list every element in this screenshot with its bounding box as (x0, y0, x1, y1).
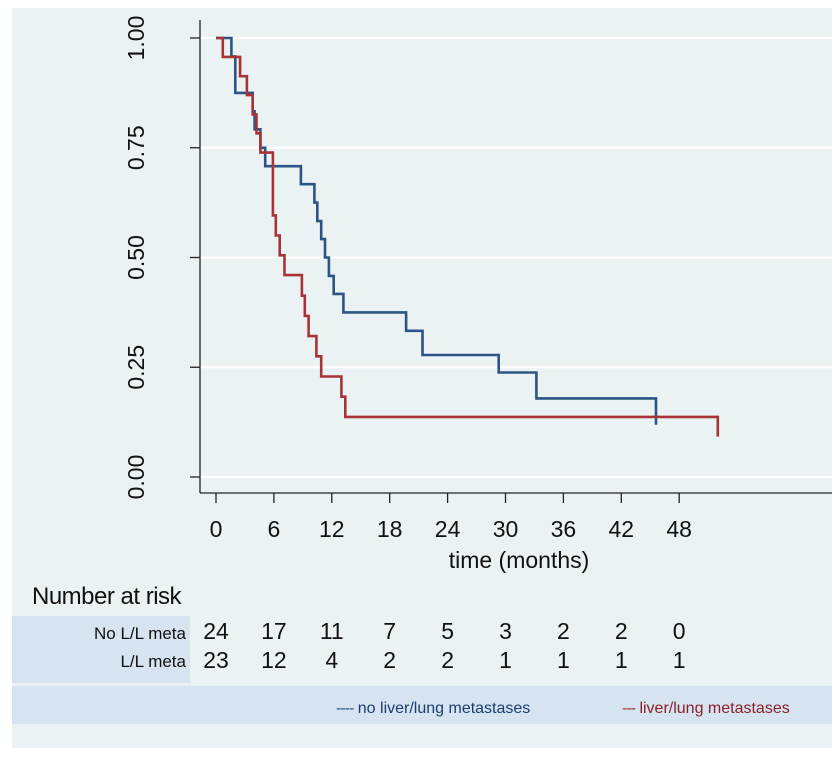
legend-dash-0: ---- (336, 700, 354, 717)
risk-value-0-2: 11 (319, 618, 344, 644)
risk-value-1-7: 1 (614, 647, 628, 673)
axes (199, 20, 832, 494)
series (216, 36, 720, 437)
x-tick-label-6: 36 (551, 516, 577, 542)
risk-value-0-8: 0 (672, 618, 686, 644)
risk-value-1-1: 12 (261, 647, 287, 673)
risk-value-1-5: 1 (499, 647, 512, 673)
risk-value-0-6: 2 (556, 618, 570, 644)
risk-value-1-0: 23 (203, 647, 229, 673)
y-tick-label-4: 1.00 (123, 16, 149, 61)
risk-table-title: Number at risk (32, 583, 182, 610)
risk-value-0-3: 7 (383, 618, 397, 644)
x-axis-label: time (months) (449, 547, 590, 573)
risk-value-0-5: 3 (499, 618, 512, 644)
series-line-1 (216, 36, 720, 437)
legend-item-1: --- liver/lung metastases (622, 700, 790, 718)
risk-value-1-2: 4 (325, 647, 339, 673)
x-tick-label-8: 48 (666, 516, 692, 542)
legend-label-1: liver/lung metastases (639, 700, 790, 717)
risk-value-0-4: 5 (441, 618, 454, 644)
risk-value-0-1: 17 (261, 618, 287, 644)
x-tick-label-3: 18 (377, 516, 403, 542)
risk-value-0-7: 2 (614, 618, 628, 644)
legend-label-0: no liver/lung metastases (357, 700, 531, 717)
legend (12, 686, 832, 724)
risk-value-1-8: 1 (672, 647, 686, 673)
risk-value-1-6: 1 (556, 647, 570, 673)
x-tick-label-7: 42 (609, 516, 635, 542)
risk-value-1-3: 2 (383, 647, 397, 673)
x-tick-label-2: 12 (319, 516, 345, 542)
ticks: 0.00 0.25 0.50 0.75 1.00 0 6 12 18 24 30 36 42 48 (123, 16, 692, 542)
y-tick-label-3: 0.75 (123, 125, 149, 170)
km-plot: 0.00 0.25 0.50 0.75 1.00 0 6 12 18 24 30 36 42 48 tim… (123, 16, 832, 573)
risk-value-0-0: 24 (203, 618, 229, 644)
risk-row-label-0: No L/L meta (94, 624, 186, 643)
y-tick-label-0: 0.00 (123, 455, 149, 500)
x-tick-label-4: 24 (435, 516, 461, 542)
y-tick-label-2: 0.50 (123, 235, 149, 280)
legend-dash-1: --- (622, 700, 636, 717)
risk-row-label-1: L/L meta (120, 652, 186, 671)
y-tick-label-1: 0.25 (123, 345, 149, 390)
x-tick-label-1: 6 (268, 516, 281, 542)
x-tick-label-5: 30 (493, 516, 519, 542)
risk-row-band-1 (12, 649, 190, 683)
gridlines (200, 37, 832, 478)
risk-row-band-0 (12, 616, 190, 650)
risk-value-1-4: 2 (441, 647, 454, 673)
legend-item-0: ---- no liver/lung metastases (336, 700, 530, 718)
x-tick-label-0: 0 (210, 516, 223, 542)
